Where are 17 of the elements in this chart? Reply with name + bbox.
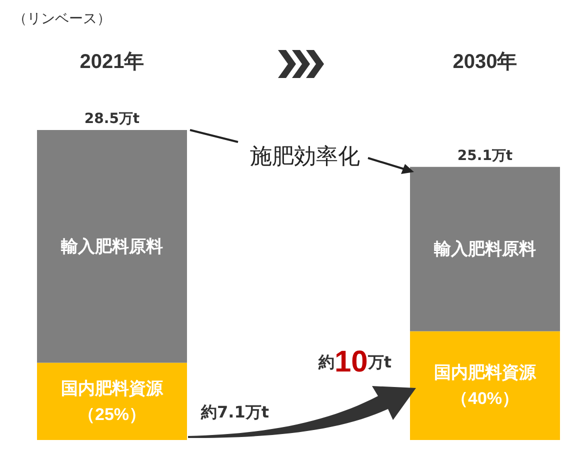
annotation: 施肥効率化 <box>250 144 360 170</box>
annotation: （40%） <box>450 389 520 408</box>
chart-title: （リンベース） <box>13 10 111 26</box>
bar <box>410 331 560 440</box>
annotation: 25.1万t <box>457 148 513 164</box>
bar <box>37 130 187 363</box>
x-tick-label: 2021年 <box>80 51 144 73</box>
annotation: 約7.1万t <box>200 402 270 422</box>
bar <box>410 166 560 332</box>
annotation: （25%） <box>78 404 146 424</box>
annotation: 28.5万t <box>84 111 140 127</box>
text: 輸入肥料原料 <box>434 240 536 259</box>
series-label: 輸入肥料原料 <box>60 236 163 256</box>
series-label: 国内肥料資源 <box>61 378 164 398</box>
text: 国内肥料資源 <box>434 363 536 382</box>
x-tick-label: 2030年 <box>452 51 518 73</box>
annotation: 約10万t <box>317 346 392 378</box>
